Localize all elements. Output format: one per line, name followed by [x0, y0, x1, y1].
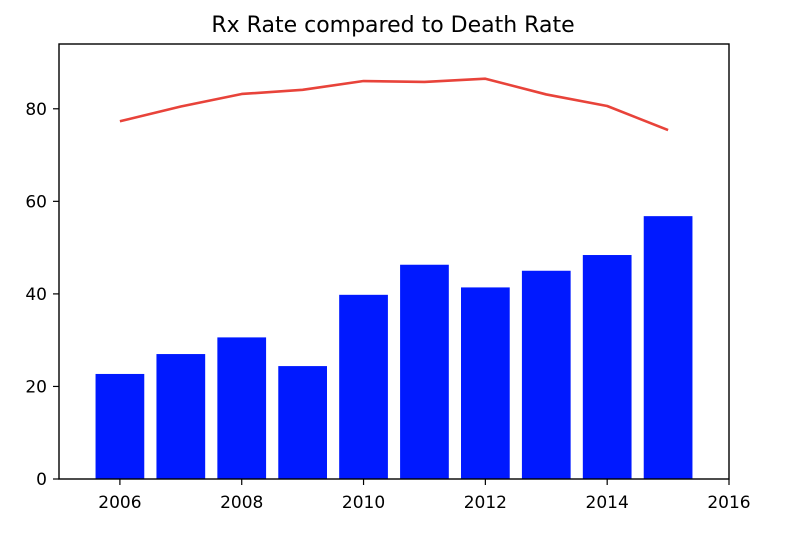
line-series-1 [119, 77, 669, 132]
line-layer [119, 77, 669, 132]
x-tick-label-2014: 2014 [586, 493, 629, 513]
y-tick-label-40: 40 [25, 285, 47, 305]
bar-2014 [582, 255, 632, 479]
bar-2009 [278, 366, 327, 479]
bar-2006 [95, 373, 145, 479]
bars-layer [95, 216, 693, 480]
bar-2013 [521, 270, 571, 479]
x-tick-label-2010: 2010 [342, 493, 385, 513]
x-tick-label-2016: 2016 [707, 493, 750, 513]
x-axis-ticks: 2006 2008 2010 2012 2014 2016 [98, 479, 751, 513]
bar-2011 [400, 264, 449, 479]
bar-2010 [339, 294, 388, 479]
y-tick-label-80: 80 [25, 100, 47, 120]
x-tick-label-2012: 2012 [464, 493, 507, 513]
plot-frame [58, 43, 730, 480]
bar-2012 [461, 287, 510, 479]
y-tick-label-20: 20 [25, 377, 47, 397]
y-axis-ticks: 0 20 40 60 80 [25, 100, 59, 490]
bar-2008 [217, 337, 267, 479]
chart-title: Rx Rate compared to Death Rate [211, 13, 574, 38]
x-tick-label-2006: 2006 [98, 493, 141, 513]
y-tick-label-0: 0 [36, 470, 47, 490]
bar-2007 [156, 354, 206, 479]
x-tick-label-2008: 2008 [220, 493, 263, 513]
bar-2015 [643, 216, 693, 480]
y-tick-label-60: 60 [25, 192, 47, 212]
